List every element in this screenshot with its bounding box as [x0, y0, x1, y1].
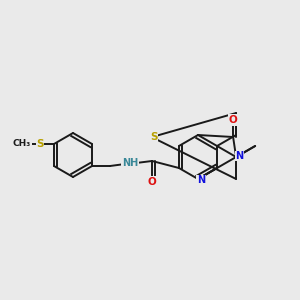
Text: CH₃: CH₃ — [13, 140, 31, 148]
Text: O: O — [148, 177, 156, 187]
Text: S: S — [36, 139, 44, 149]
Text: NH: NH — [122, 158, 138, 168]
Text: S: S — [150, 132, 158, 142]
Text: O: O — [229, 115, 238, 125]
Text: N: N — [235, 151, 243, 161]
Text: N: N — [197, 175, 205, 185]
